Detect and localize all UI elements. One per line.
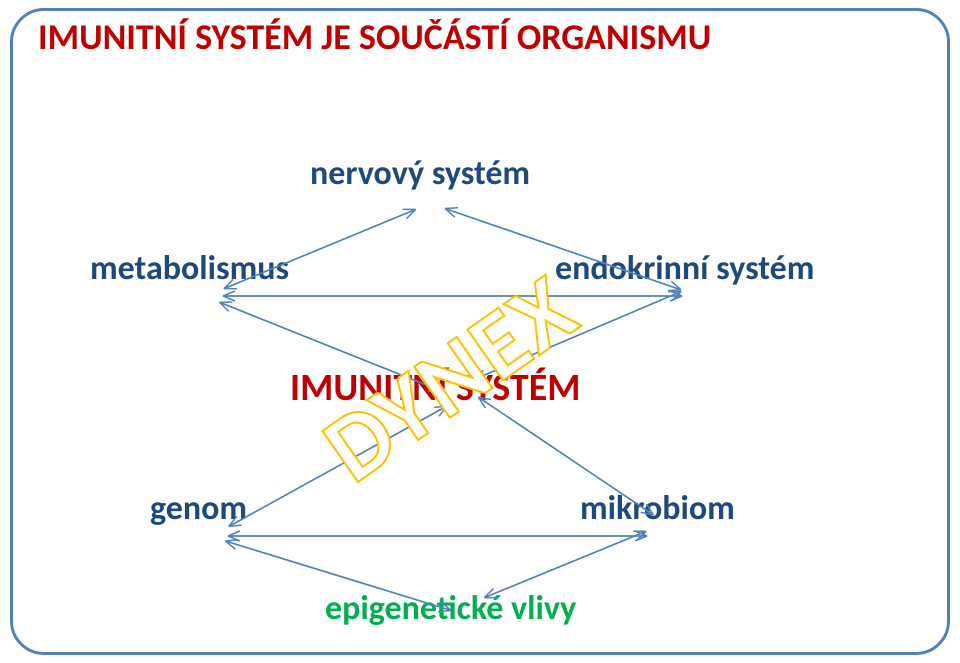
node-genom: genom	[150, 490, 247, 527]
node-endokrinni: endokrinní systém	[555, 250, 814, 287]
diagram-stage: IMUNITNÍ SYSTÉM JE SOUČÁSTÍ ORGANISMU ne…	[0, 0, 960, 663]
node-nervovy: nervový systém	[310, 155, 530, 192]
rounded-frame	[10, 8, 950, 655]
node-center: IMUNITNÍ SYSTÉM	[290, 368, 580, 410]
node-mikrobiom: mikrobiom	[580, 490, 735, 527]
node-epigenetic: epigenetické vlivy	[325, 590, 576, 627]
title-text: IMUNITNÍ SYSTÉM JE SOUČÁSTÍ ORGANISMU	[38, 18, 711, 58]
node-metabolismus: metabolismus	[90, 250, 289, 287]
